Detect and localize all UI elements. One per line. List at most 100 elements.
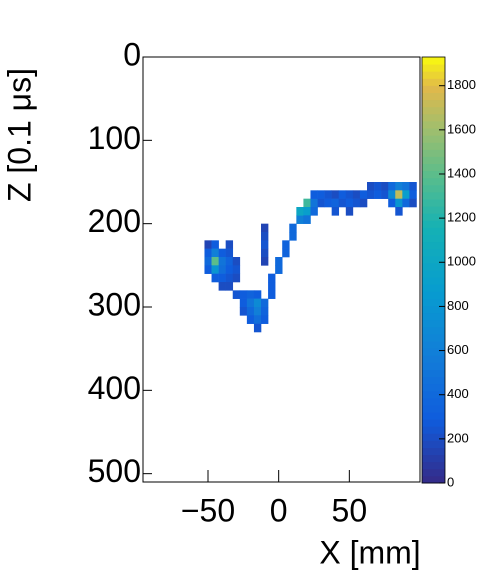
heatmap-cell	[359, 198, 368, 208]
color-bar-segment	[422, 326, 445, 335]
color-bar-segment	[422, 433, 445, 441]
heatmap-cell	[218, 265, 226, 274]
heatmap-cell	[225, 248, 234, 258]
heatmap-cell	[338, 190, 347, 199]
heatmap-cell	[225, 265, 234, 274]
heatmap-cell	[225, 273, 234, 283]
plot-frame	[142, 56, 421, 483]
y-axis-label: Z [0.1 μs]	[1, 68, 37, 202]
heatmap-cell	[225, 257, 234, 266]
heatmap-cell	[232, 265, 241, 274]
color-bar-segment	[422, 213, 445, 221]
heatmap-cell	[225, 282, 234, 291]
heatmap-cell	[218, 257, 226, 266]
color-bar-segment	[422, 199, 445, 207]
heatmap-cell	[261, 298, 269, 308]
heatmap-cell	[253, 290, 262, 299]
heatmap-cell	[374, 182, 382, 191]
heatmap-cell	[381, 182, 389, 191]
heatmap-cell	[204, 248, 212, 258]
color-bar-segment	[422, 184, 445, 193]
heatmap-cell	[395, 182, 403, 191]
y-tick-label: 300	[88, 286, 141, 322]
color-bar-tick-label: 1200	[447, 210, 476, 225]
heatmap-cell	[345, 190, 354, 199]
heatmap-cell	[211, 240, 219, 249]
color-bar-segment	[422, 220, 445, 228]
color-bar-segment	[422, 319, 445, 328]
color-bar-tick-label: 200	[447, 430, 469, 445]
heatmap-cell	[261, 257, 269, 266]
color-bar-segment	[422, 277, 445, 285]
color-bar-tick-label: 1600	[447, 121, 476, 136]
color-bar-segment	[422, 298, 445, 306]
color-bar-segment	[422, 156, 445, 164]
color-bar-segment	[422, 475, 445, 484]
color-bar-tick-label: 600	[447, 342, 469, 357]
y-tick-label: 100	[88, 120, 141, 156]
color-bar-frame	[421, 56, 446, 484]
heatmap-cell	[232, 257, 241, 266]
color-bar-segment	[422, 241, 445, 250]
color-bar-tick-label: 1000	[447, 254, 476, 269]
color-bar-segment	[422, 426, 445, 434]
color-bar-segment	[422, 369, 445, 377]
color-bar-segment	[422, 71, 445, 79]
color-bar-segment	[422, 106, 445, 115]
heatmap-cell	[402, 198, 410, 208]
heatmap-cell	[211, 273, 219, 283]
heatmap-cell	[303, 198, 311, 208]
heatmap-cell	[261, 315, 269, 324]
heatmap-cell	[253, 323, 262, 333]
color-bar-segment	[422, 227, 445, 235]
color-bar-segment	[422, 57, 445, 65]
heatmap-cell	[246, 290, 255, 299]
color-bar-segment	[422, 177, 445, 186]
heatmap-cell	[289, 232, 297, 241]
heatmap-cell	[331, 198, 340, 208]
heatmap-cell	[218, 282, 226, 291]
color-bar-segment	[422, 128, 445, 136]
y-tick-label: 500	[88, 453, 141, 489]
heatmap-cell	[239, 290, 248, 299]
color-bar-segment	[422, 390, 445, 399]
heatmap-cell	[388, 198, 396, 208]
x-tick-label: 0	[270, 492, 288, 528]
heatmap-cell	[261, 232, 269, 241]
color-bar-tick-label: 400	[447, 386, 469, 401]
heatmap-cell	[303, 215, 311, 224]
color-bar-segment	[422, 419, 445, 427]
color-bar-segment	[422, 454, 445, 463]
heatmap-cell	[388, 190, 396, 199]
color-bar-tick-label: 1400	[447, 165, 476, 180]
color-bar-segment	[422, 312, 445, 321]
color-bar-segment	[422, 355, 445, 363]
color-bar-segment	[422, 120, 445, 129]
heatmap-cell	[246, 307, 255, 316]
color-bar-segment	[422, 248, 445, 257]
heatmap-cell	[282, 248, 290, 258]
heatmap-cell	[268, 290, 276, 299]
y-tick-label: 0	[123, 36, 141, 72]
heatmap-cell	[253, 307, 262, 316]
heatmap-cell	[388, 182, 396, 191]
heatmap-cell	[204, 265, 212, 274]
color-bar-segment	[422, 262, 445, 271]
heatmap-cell	[352, 198, 361, 208]
heatmap-cell	[310, 207, 318, 216]
heatmap-cell	[402, 182, 410, 191]
x-axis-label: X [mm]	[319, 534, 420, 570]
color-bar-segment	[422, 149, 445, 157]
heatmap-cell	[282, 240, 290, 249]
heatmap-cell	[367, 190, 375, 199]
heatmap-cell	[402, 190, 410, 199]
color-bar-segment	[422, 333, 445, 342]
color-bar-segment	[422, 113, 445, 122]
heatmap-cell	[317, 190, 325, 199]
heatmap-cell	[253, 315, 262, 324]
color-bar-segment	[422, 362, 445, 370]
heatmap-cell	[218, 248, 226, 258]
x-tick-label: 50	[332, 492, 368, 528]
color-bar-segment	[422, 376, 445, 385]
